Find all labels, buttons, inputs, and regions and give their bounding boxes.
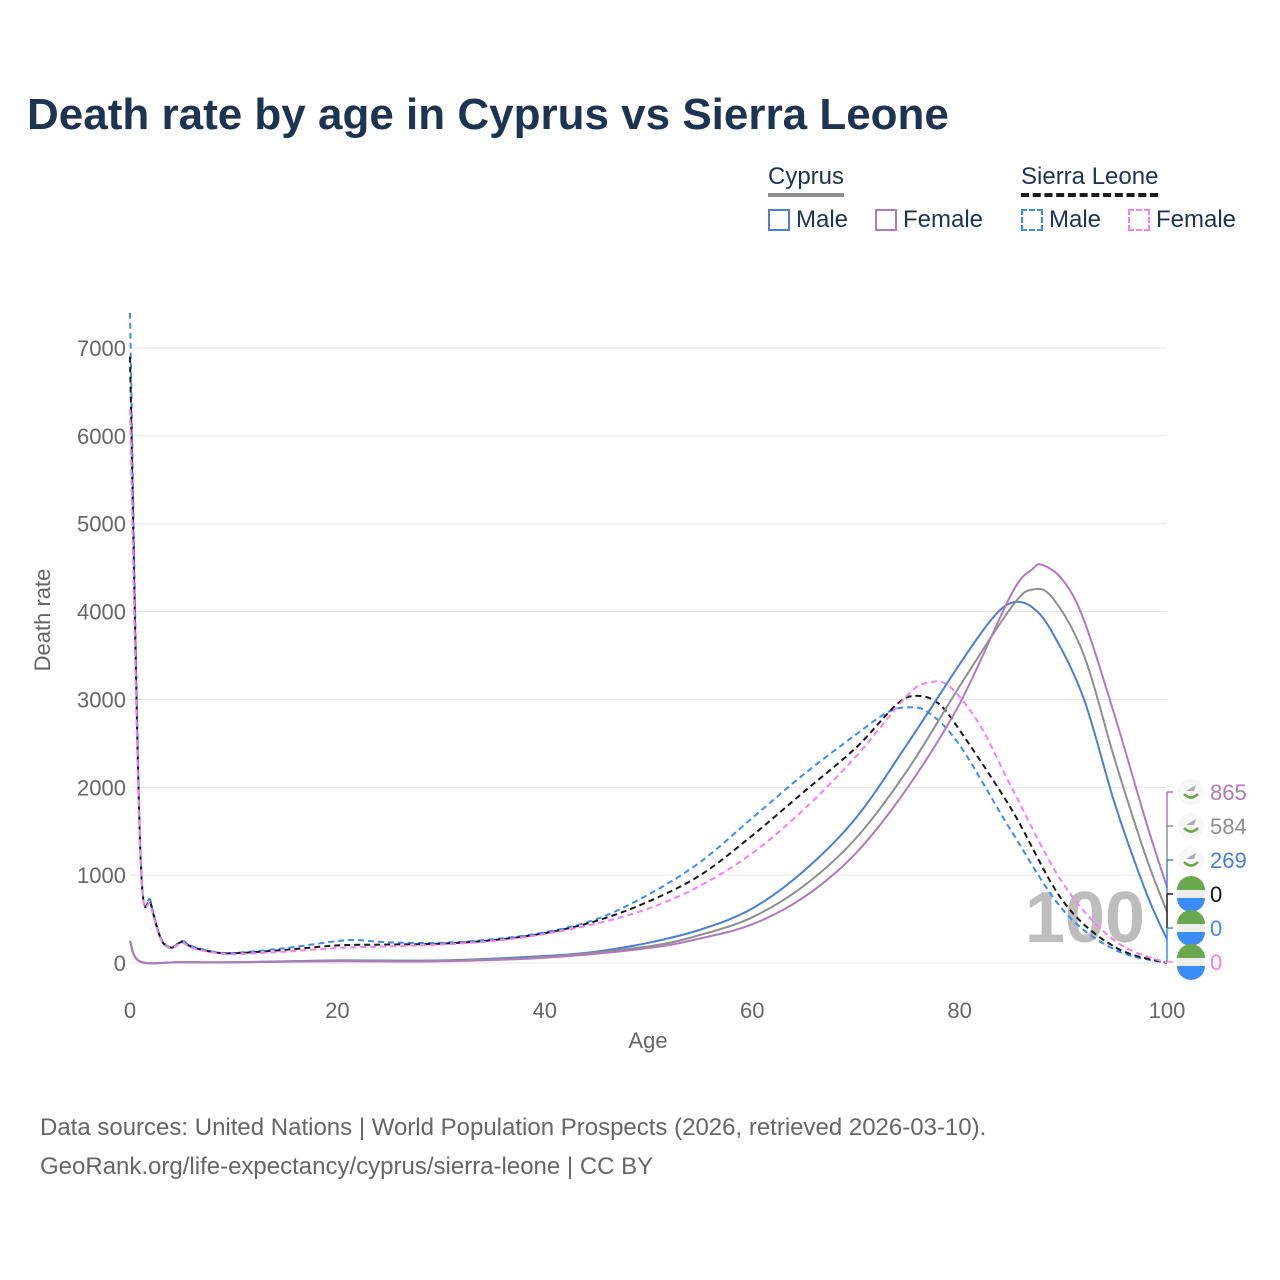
legend-label: Male — [796, 206, 849, 233]
end-value-label: 865 — [1210, 780, 1247, 805]
chart-title: Death rate by age in Cyprus vs Sierra Le… — [27, 90, 949, 139]
x-tick-label: 80 — [947, 998, 971, 1023]
y-tick-label: 6000 — [77, 424, 126, 449]
source-text: Data sources: United Nations | World Pop… — [40, 1114, 987, 1141]
legend-swatch-icon — [768, 209, 790, 231]
legend-label: Female — [1156, 206, 1237, 233]
legend-group-cyprus[interactable]: Cyprus — [768, 163, 845, 197]
legend-item-cyprus-male[interactable]: Male — [768, 206, 848, 234]
end-value-label: 0 — [1210, 950, 1222, 975]
y-tick-label: 5000 — [77, 512, 126, 537]
y-tick-label: 0 — [114, 951, 126, 976]
legend-group-sierra-leone[interactable]: Sierra Leone — [1021, 163, 1159, 197]
legend-label: Male — [1049, 206, 1102, 233]
sierra-leone-flag-icon — [1177, 944, 1205, 980]
end-value-label: 269 — [1210, 848, 1247, 873]
x-tick-label: 40 — [533, 998, 557, 1023]
y-tick-label: 4000 — [77, 600, 126, 625]
end-value-label: 584 — [1210, 814, 1247, 839]
footer: Data sources: United Nations | World Pop… — [40, 1108, 986, 1186]
x-tick-label: 0 — [124, 998, 136, 1023]
series-line-cyprus-total[interactable] — [129, 587, 1168, 965]
series-line-sierra-leone-male[interactable] — [129, 312, 1168, 964]
sierra-leone-flag-icon — [1177, 910, 1205, 946]
legend-swatch-icon — [875, 209, 897, 231]
age-marker: 100 — [1025, 878, 1145, 958]
series-line-sierra-leone-female[interactable] — [129, 409, 1168, 964]
y-tick-label: 3000 — [77, 687, 126, 712]
x-tick-label: 100 — [1149, 998, 1186, 1023]
x-tick-label: 20 — [325, 998, 349, 1023]
y-tick-label: 2000 — [77, 775, 126, 800]
legend-swatch-icon — [1128, 209, 1150, 231]
cyprus-flag-icon — [1178, 847, 1204, 873]
end-value-label: 0 — [1210, 916, 1222, 941]
legend-item-sl-female[interactable]: Female — [1128, 206, 1236, 234]
sierra-leone-flag-icon — [1177, 876, 1205, 912]
legend-item-sl-male[interactable]: Male — [1021, 206, 1101, 234]
y-tick-label: 1000 — [77, 863, 126, 888]
x-axis-label: Age — [628, 1028, 667, 1053]
attribution-link[interactable]: GeoRank.org/life-expectancy/cyprus/sierr… — [40, 1153, 654, 1180]
legend-swatch-icon — [1021, 209, 1043, 231]
x-tick-label: 60 — [740, 998, 764, 1023]
legend-item-cyprus-female[interactable]: Female — [875, 206, 983, 234]
cyprus-flag-icon — [1178, 813, 1204, 839]
end-value-label: 0 — [1210, 882, 1222, 907]
series-line-sierra-leone-total[interactable] — [129, 356, 1168, 964]
y-tick-label: 7000 — [77, 336, 126, 361]
cyprus-flag-icon — [1178, 779, 1204, 805]
legend-label: Female — [903, 206, 984, 233]
series-line-cyprus-female[interactable] — [129, 563, 1168, 965]
y-axis-label: Death rate — [30, 569, 55, 672]
